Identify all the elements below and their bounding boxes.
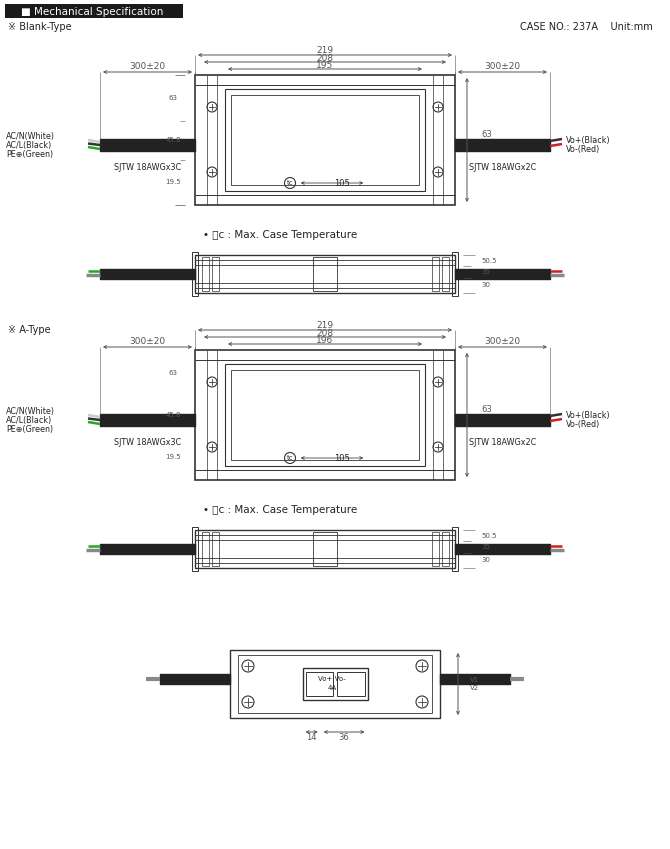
- Text: ■ Mechanical Specification: ■ Mechanical Specification: [21, 7, 163, 17]
- Text: 35: 35: [481, 544, 490, 550]
- Text: Vo+(Black): Vo+(Black): [566, 136, 610, 144]
- Text: 30: 30: [481, 558, 490, 564]
- Text: • Ⓣc : Max. Case Temperature: • Ⓣc : Max. Case Temperature: [203, 230, 357, 240]
- Text: 63: 63: [168, 95, 178, 101]
- Bar: [452, 252, 458, 296]
- Text: 19.5: 19.5: [165, 179, 181, 185]
- Bar: [452, 527, 458, 571]
- Bar: [195, 530, 455, 568]
- Text: PE⊕(Green): PE⊕(Green): [6, 424, 53, 434]
- Text: Vo+(Black): Vo+(Black): [566, 411, 610, 419]
- Bar: [230, 650, 440, 718]
- Bar: [195, 75, 455, 205]
- Bar: [5, 4, 183, 18]
- Text: SJTW 18AWGx3C: SJTW 18AWGx3C: [114, 162, 181, 171]
- Text: AC/L(Black): AC/L(Black): [6, 140, 52, 149]
- Text: 219: 219: [316, 46, 334, 54]
- Text: 50.5: 50.5: [481, 532, 496, 539]
- Bar: [192, 527, 198, 571]
- Bar: [442, 532, 449, 566]
- Text: 63: 63: [168, 370, 178, 376]
- Bar: [337, 672, 364, 696]
- Text: PE⊕(Green): PE⊕(Green): [6, 149, 53, 159]
- Text: 300±20: 300±20: [484, 336, 521, 346]
- Text: ※ A-Type: ※ A-Type: [8, 325, 51, 335]
- Text: 219: 219: [316, 321, 334, 329]
- Text: SJTW 18AWGx2C: SJTW 18AWGx2C: [469, 162, 536, 171]
- Text: 300±20: 300±20: [129, 336, 165, 346]
- Text: V2: V2: [470, 685, 479, 691]
- Text: Vo-(Red): Vo-(Red): [566, 419, 600, 429]
- Bar: [313, 257, 337, 291]
- Text: 105: 105: [334, 178, 350, 188]
- Text: 196: 196: [316, 335, 334, 345]
- Text: 105: 105: [334, 453, 350, 463]
- Text: 35: 35: [481, 269, 490, 275]
- Bar: [432, 257, 439, 291]
- Bar: [195, 255, 455, 293]
- Text: ※ Blank-Type: ※ Blank-Type: [8, 22, 72, 32]
- Text: 195: 195: [316, 60, 334, 70]
- Text: Vo-(Red): Vo-(Red): [566, 144, 600, 154]
- Text: 36: 36: [339, 734, 350, 743]
- Bar: [225, 89, 425, 191]
- Text: 63: 63: [481, 130, 492, 138]
- Text: tc: tc: [287, 455, 293, 461]
- Bar: [202, 257, 209, 291]
- Text: AC/N(White): AC/N(White): [6, 407, 55, 415]
- Text: SJTW 18AWGx2C: SJTW 18AWGx2C: [469, 437, 536, 447]
- Bar: [225, 364, 425, 466]
- Bar: [212, 532, 219, 566]
- Text: 50.5: 50.5: [481, 258, 496, 264]
- Text: 63: 63: [481, 404, 492, 413]
- Bar: [231, 95, 419, 185]
- Text: 45.8: 45.8: [165, 137, 181, 143]
- Text: CASE NO.: 237A    Unit:mm: CASE NO.: 237A Unit:mm: [520, 22, 653, 32]
- Text: 45.8: 45.8: [165, 412, 181, 418]
- Bar: [302, 668, 368, 700]
- Text: 208: 208: [316, 53, 334, 63]
- Text: tc: tc: [287, 180, 293, 186]
- Text: Vo+ Vo-: Vo+ Vo-: [318, 676, 346, 682]
- Text: AC/L(Black): AC/L(Black): [6, 415, 52, 424]
- Bar: [442, 257, 449, 291]
- Text: 19.5: 19.5: [165, 454, 181, 460]
- Bar: [313, 532, 337, 566]
- Text: 300±20: 300±20: [129, 61, 165, 70]
- Text: 14: 14: [306, 734, 317, 743]
- Bar: [238, 655, 432, 713]
- Text: AC/N(White): AC/N(White): [6, 132, 55, 140]
- Text: • Ⓣc : Max. Case Temperature: • Ⓣc : Max. Case Temperature: [203, 505, 357, 515]
- Text: 300±20: 300±20: [484, 61, 521, 70]
- Text: V1: V1: [470, 677, 479, 683]
- Bar: [202, 532, 209, 566]
- Text: 30: 30: [481, 283, 490, 289]
- Bar: [306, 672, 333, 696]
- Bar: [432, 532, 439, 566]
- Text: 208: 208: [316, 329, 334, 338]
- Text: 4A: 4A: [328, 685, 336, 691]
- Bar: [212, 257, 219, 291]
- Text: SJTW 18AWGx3C: SJTW 18AWGx3C: [114, 437, 181, 447]
- Bar: [192, 252, 198, 296]
- Bar: [195, 350, 455, 480]
- Bar: [231, 370, 419, 460]
